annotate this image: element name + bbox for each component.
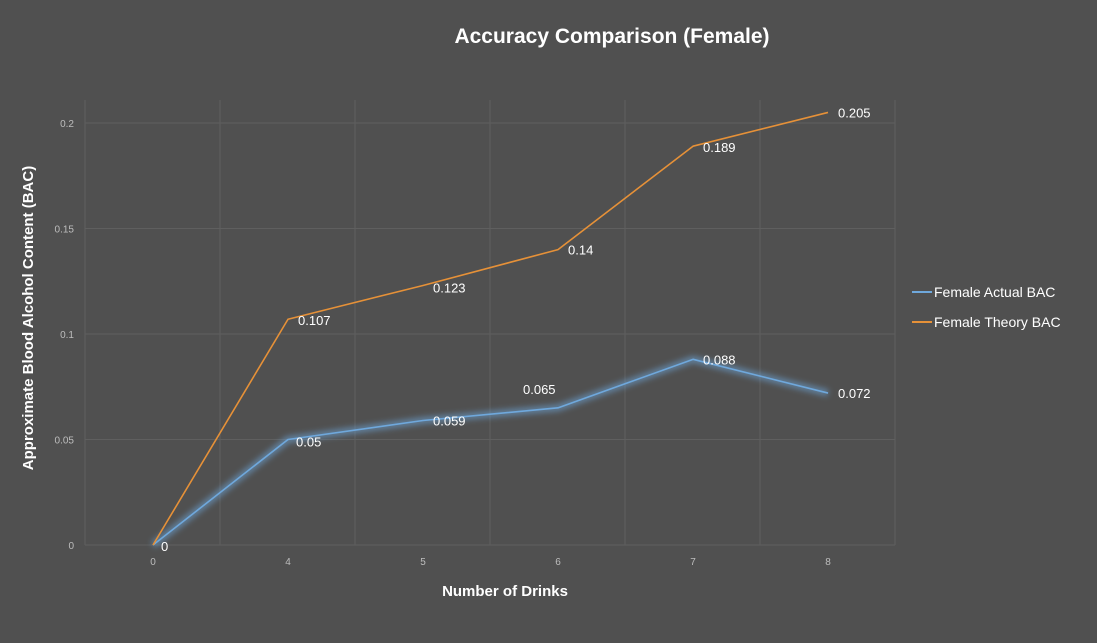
chart-title: Accuracy Comparison (Female) bbox=[454, 25, 769, 48]
x-tick-label: 4 bbox=[285, 557, 291, 568]
data-label: 0.072 bbox=[838, 386, 871, 401]
y-tick-label: 0 bbox=[68, 541, 74, 552]
x-tick-label: 6 bbox=[555, 557, 561, 568]
data-label: 0.205 bbox=[838, 105, 871, 120]
data-label: 0.107 bbox=[298, 313, 331, 328]
grid bbox=[84, 100, 896, 546]
data-label: 0.05 bbox=[296, 435, 321, 450]
y-tick-label: 0.2 bbox=[60, 119, 74, 130]
series-line-actual bbox=[152, 358, 829, 546]
x-axis-ticks: 0 4 5 6 7 8 bbox=[150, 557, 831, 568]
data-label: 0 bbox=[161, 539, 168, 554]
y-tick-label: 0.15 bbox=[55, 225, 75, 236]
data-label: 0.088 bbox=[703, 352, 736, 367]
series-lines bbox=[150, 111, 829, 548]
x-tick-label: 5 bbox=[420, 557, 426, 568]
x-tick-label: 8 bbox=[825, 557, 831, 568]
series-line-theory bbox=[152, 111, 829, 546]
data-label: 0.14 bbox=[568, 243, 593, 258]
legend-label: Female Actual BAC bbox=[934, 284, 1055, 300]
y-tick-label: 0.1 bbox=[60, 330, 74, 341]
y-axis-title: Approximate Blood Alcohol Content (BAC) bbox=[20, 166, 37, 470]
data-label: 0.065 bbox=[523, 382, 556, 397]
data-label: 0.059 bbox=[433, 414, 466, 429]
data-label: 0.189 bbox=[703, 140, 736, 155]
x-tick-label: 0 bbox=[150, 557, 156, 568]
y-tick-label: 0.05 bbox=[55, 436, 75, 447]
y-axis-ticks: 0 0.05 0.1 0.15 0.2 bbox=[55, 119, 75, 552]
data-labels: 0 0.05 0.059 0.065 0.088 0.072 0.107 0.123 0.14 0… bbox=[161, 105, 871, 554]
data-label: 0.123 bbox=[433, 280, 466, 295]
legend-label: Female Theory BAC bbox=[934, 314, 1061, 330]
x-tick-label: 7 bbox=[690, 557, 696, 568]
x-axis-title: Number of Drinks bbox=[442, 583, 568, 600]
legend: Female Actual BAC Female Theory BAC bbox=[912, 284, 1061, 330]
